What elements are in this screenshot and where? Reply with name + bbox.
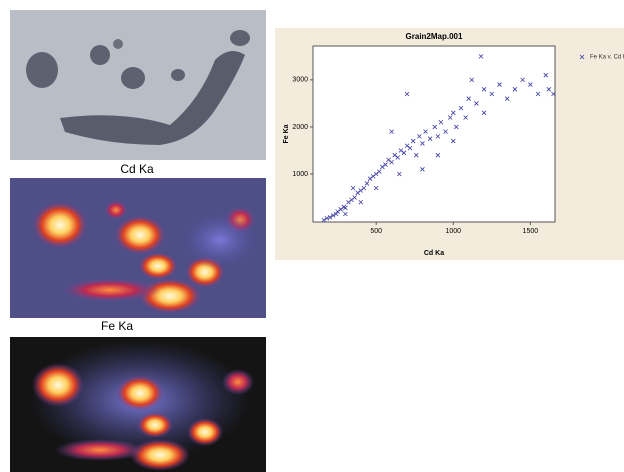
point — [364, 181, 370, 186]
point — [435, 134, 441, 139]
image-label: Fe Ka — [101, 319, 133, 333]
y-axis-label: Fe Ka — [283, 124, 290, 143]
image-label: Cd Ka — [120, 162, 154, 176]
point — [551, 91, 556, 97]
point — [350, 185, 356, 191]
point — [358, 188, 364, 193]
point — [447, 115, 453, 120]
point — [321, 217, 327, 223]
point — [407, 145, 413, 151]
point — [395, 155, 401, 160]
point — [512, 87, 518, 92]
point — [497, 82, 502, 87]
point — [352, 195, 357, 200]
point — [358, 199, 364, 205]
point — [383, 162, 388, 167]
composite-image — [10, 337, 266, 472]
point — [427, 136, 433, 141]
point — [324, 215, 330, 221]
point — [367, 176, 373, 181]
point — [481, 110, 487, 116]
point — [420, 167, 425, 172]
point — [327, 215, 333, 220]
point — [481, 87, 487, 92]
point — [478, 54, 484, 59]
point — [355, 190, 360, 196]
point — [397, 171, 402, 177]
point — [469, 77, 475, 83]
point — [466, 96, 471, 101]
point — [458, 105, 464, 111]
fe-image — [10, 178, 266, 318]
y-tick-label: 3000 — [292, 77, 308, 84]
point — [435, 152, 441, 158]
point — [335, 209, 340, 214]
point — [520, 77, 525, 83]
point — [392, 152, 397, 158]
legend-label: Fe Ka v. Cd Ka — [590, 55, 624, 61]
cd-image — [10, 10, 266, 160]
point — [450, 110, 456, 116]
point — [404, 91, 410, 97]
point — [401, 150, 407, 156]
point — [450, 138, 456, 144]
point — [386, 157, 391, 163]
point — [370, 174, 376, 179]
point — [410, 138, 416, 144]
point — [528, 82, 533, 87]
plot-area — [312, 45, 556, 223]
point — [330, 213, 336, 218]
point — [413, 152, 419, 158]
legend-marker — [579, 54, 585, 60]
point — [346, 199, 351, 205]
point — [333, 211, 339, 217]
point — [376, 169, 382, 174]
point — [489, 91, 495, 97]
point — [417, 134, 422, 139]
point — [474, 101, 479, 106]
point — [454, 124, 459, 130]
point — [380, 164, 385, 170]
point — [389, 159, 394, 165]
x-tick-label: 1500 — [523, 228, 539, 235]
chart-title: Grain2Map.001 — [406, 32, 463, 41]
point — [463, 115, 468, 120]
point — [443, 129, 448, 134]
point — [504, 96, 510, 101]
point — [338, 207, 344, 212]
point — [373, 171, 379, 177]
y-tick-label: 1000 — [292, 171, 308, 178]
point — [535, 91, 541, 97]
x-tick-label: 500 — [370, 228, 382, 235]
x-tick-label: 1000 — [445, 228, 461, 235]
point — [432, 124, 438, 130]
y-tick-label: 2000 — [292, 124, 308, 131]
point — [546, 87, 552, 92]
point — [404, 143, 410, 149]
point — [398, 148, 404, 153]
point — [543, 72, 549, 78]
point — [361, 185, 367, 191]
point — [389, 129, 394, 134]
point — [438, 119, 444, 125]
point — [343, 205, 348, 211]
point — [373, 185, 379, 191]
point — [349, 197, 354, 203]
point — [343, 211, 348, 217]
point — [423, 129, 428, 134]
point — [420, 141, 425, 146]
x-axis-label: Cd Ka — [424, 250, 444, 257]
